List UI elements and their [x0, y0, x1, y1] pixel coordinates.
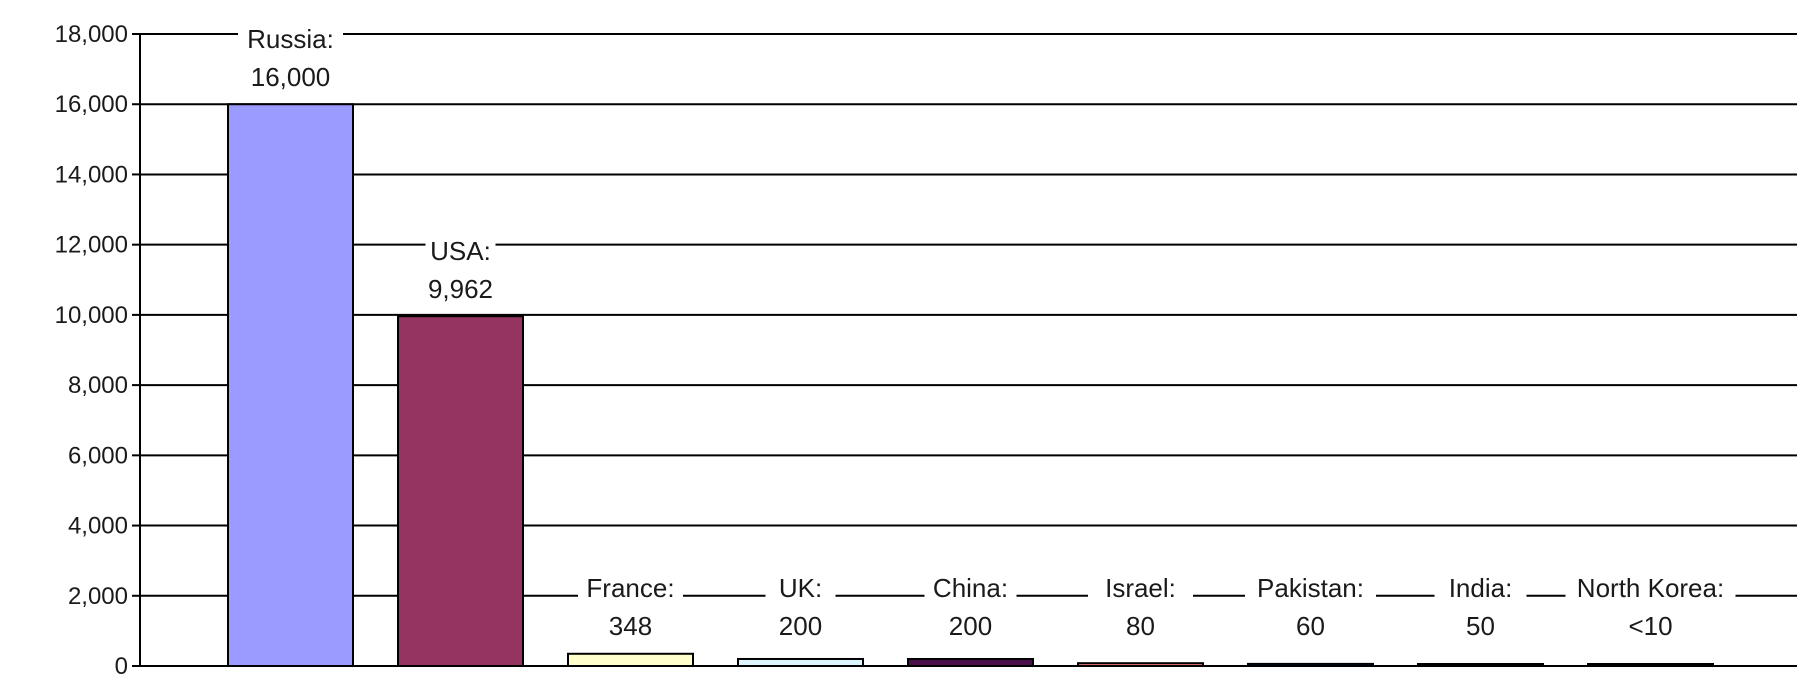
bar-pakistan [1247, 662, 1374, 667]
bar-category-label: Russia: [247, 24, 334, 54]
y-tick-label: 4,000 [68, 513, 128, 540]
bar-value-label: 348 [609, 611, 652, 641]
bar-china [907, 657, 1034, 668]
bar-israel [1077, 662, 1204, 667]
bar-label-background [238, 18, 343, 101]
bar-value-label: 9,962 [428, 274, 493, 304]
bar-value-label: 200 [779, 611, 822, 641]
bar-label-background [1434, 567, 1527, 649]
bar-usa [397, 315, 524, 667]
bar-category-label: North Korea: [1577, 573, 1724, 603]
bar-france [567, 652, 694, 667]
bar-label-background [1088, 567, 1193, 649]
bar-category-label: France: [586, 573, 674, 603]
bar-russia [227, 103, 354, 667]
bar-value-label: 200 [949, 611, 992, 641]
bar-labels: Russia: 16,000 USA: 9,962 France: 348 UK: 200 Ch… [238, 18, 1736, 649]
y-tick-label: 10,000 [55, 302, 128, 329]
y-tick-label: 8,000 [68, 372, 128, 399]
y-tick-label: 6,000 [68, 442, 128, 469]
bar-category-label: China: [933, 573, 1008, 603]
y-tick-label: 14,000 [55, 161, 128, 188]
bar-category-label: India: [1449, 573, 1513, 603]
bar-label-background [425, 230, 496, 313]
bar-value-label: <10 [1628, 611, 1672, 641]
bar-northkorea [1587, 663, 1714, 667]
bar-label-background [1565, 567, 1736, 649]
bar-category-label: Pakistan: [1257, 573, 1364, 603]
y-tick-label: 18,000 [55, 21, 128, 48]
gridlines [140, 33, 1797, 597]
bar-value-label: 80 [1126, 611, 1155, 641]
bar-label-background [578, 567, 683, 649]
bar-label-background [1245, 567, 1376, 649]
y-tick-label: 16,000 [55, 91, 128, 118]
bar-label-background [765, 567, 836, 649]
bar-category-label: USA: [430, 236, 491, 266]
y-tick-label: 12,000 [55, 232, 128, 259]
bar-category-label: UK: [779, 573, 822, 603]
bar-label-background [924, 567, 1017, 649]
bar-value-label: 50 [1466, 611, 1495, 641]
y-tick-label: 2,000 [68, 583, 128, 610]
y-tick-label: 0 [115, 653, 128, 674]
bar-india [1417, 663, 1544, 667]
bars [227, 103, 1714, 668]
bar-value-label: 60 [1296, 611, 1325, 641]
bar-uk [737, 657, 864, 668]
bar-category-label: Israel: [1105, 573, 1176, 603]
bar-value-label: 16,000 [251, 62, 331, 92]
